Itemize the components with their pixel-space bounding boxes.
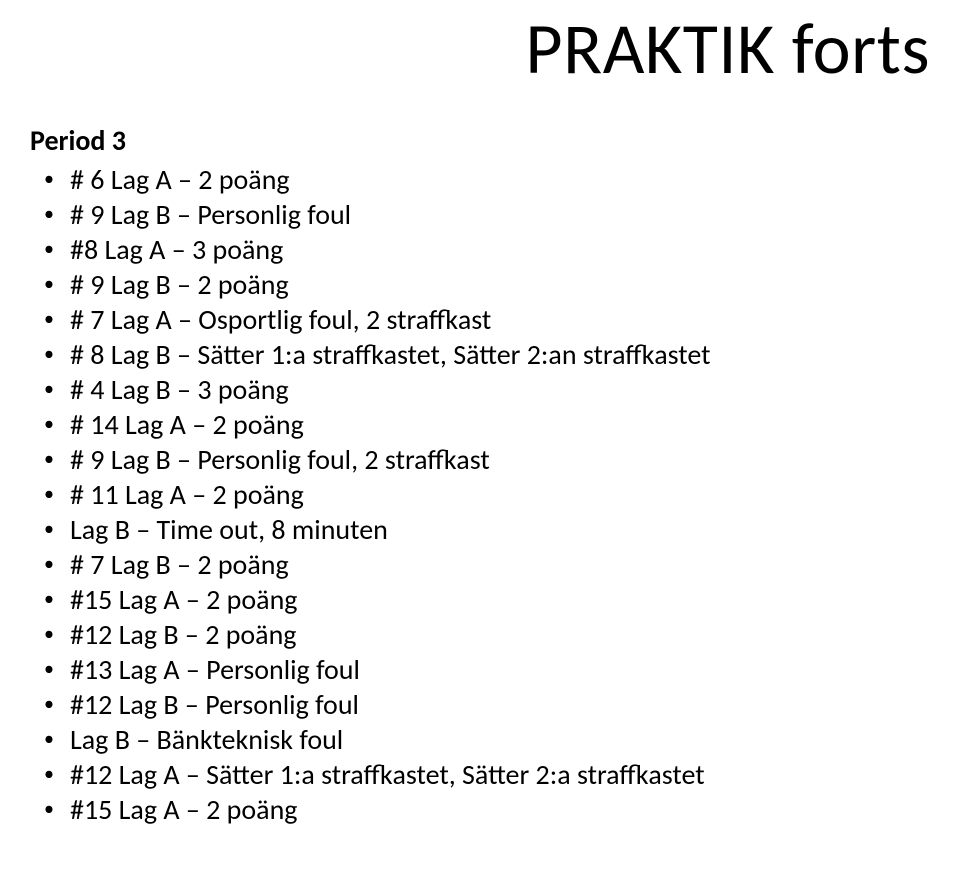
list-item: # 7 Lag B – 2 poäng xyxy=(30,547,930,582)
list-item: #12 Lag A – Sätter 1:a straffkastet, Sät… xyxy=(30,757,930,792)
list-item: Lag B – Bänkteknisk foul xyxy=(30,722,930,757)
slide-title: PRAKTIK forts xyxy=(30,0,930,93)
list-item: # 7 Lag A – Osportlig foul, 2 straffkast xyxy=(30,302,930,337)
list-item: #12 Lag B – 2 poäng xyxy=(30,617,930,652)
list-item: Lag B – Time out, 8 minuten xyxy=(30,512,930,547)
slide-page: PRAKTIK forts Period 3 # 6 Lag A – 2 poä… xyxy=(0,0,960,882)
list-item: #13 Lag A – Personlig foul xyxy=(30,652,930,687)
list-item: # 9 Lag B – 2 poäng xyxy=(30,267,930,302)
list-item: # 9 Lag B – Personlig foul, 2 straffkast xyxy=(30,442,930,477)
list-item: #8 Lag A – 3 poäng xyxy=(30,232,930,267)
period-heading: Period 3 xyxy=(30,123,930,158)
list-item: # 4 Lag B – 3 poäng xyxy=(30,372,930,407)
list-item: # 9 Lag B – Personlig foul xyxy=(30,197,930,232)
list-item: #15 Lag A – 2 poäng xyxy=(30,792,930,827)
event-list: # 6 Lag A – 2 poäng # 9 Lag B – Personli… xyxy=(30,162,930,827)
list-item: # 8 Lag B – Sätter 1:a straffkastet, Sät… xyxy=(30,337,930,372)
list-item: #12 Lag B – Personlig foul xyxy=(30,687,930,722)
list-item: # 14 Lag A – 2 poäng xyxy=(30,407,930,442)
list-item: # 6 Lag A – 2 poäng xyxy=(30,162,930,197)
list-item: #15 Lag A – 2 poäng xyxy=(30,582,930,617)
list-item: # 11 Lag A – 2 poäng xyxy=(30,477,930,512)
